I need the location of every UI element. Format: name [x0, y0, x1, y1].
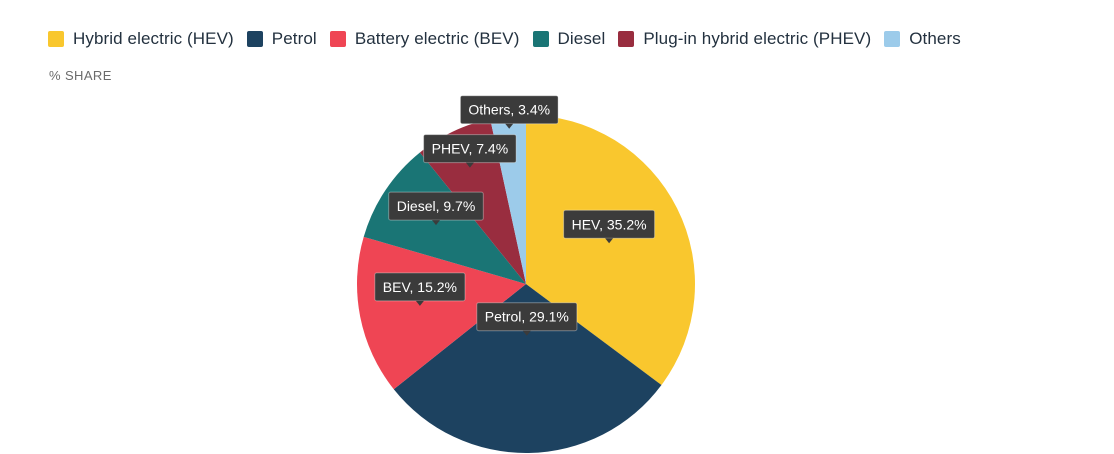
legend-item-battery-electric-bev[interactable]: Battery electric (BEV): [329, 29, 520, 49]
data-labels: HEV, 35.2% Petrol, 29.1% BEV, 15.2% Diesel,…: [374, 95, 656, 336]
data-label-pointer: [415, 300, 424, 306]
legend-label: Plug-in hybrid electric (PHEV): [643, 29, 872, 48]
data-label-text: Diesel, 9.7%: [397, 198, 476, 214]
data-label-battery-electric-bev: BEV, 15.2%: [374, 272, 466, 306]
legend-label: Others: [909, 29, 961, 48]
data-label-text: Petrol, 29.1%: [485, 309, 569, 325]
legend-label: Petrol: [271, 29, 317, 48]
legend-item-hybrid-electric-hev[interactable]: Hybrid electric (HEV): [48, 29, 234, 49]
legend-label: Battery electric (BEV): [354, 29, 520, 48]
legend-item-diesel[interactable]: Diesel: [532, 29, 606, 49]
legend-swatch: [884, 31, 901, 47]
legend-item-plug-in-hybrid-electric-phev[interactable]: Plug-in hybrid electric (PHEV): [618, 29, 871, 49]
legend-swatch: [618, 31, 635, 47]
data-label-text: Others, 3.4%: [468, 102, 550, 118]
legend-label: Hybrid electric (HEV): [73, 29, 234, 48]
pie-slice-petrol[interactable]: [393, 284, 662, 453]
legend-item-petrol[interactable]: Petrol: [246, 29, 317, 49]
legend-item-others[interactable]: Others: [884, 29, 961, 49]
data-label-petrol: Petrol, 29.1%: [476, 302, 578, 336]
data-label-pointer: [432, 220, 440, 226]
legend-swatch: [329, 31, 346, 47]
data-label-text: HEV, 35.2%: [572, 216, 647, 232]
legend-swatch: [246, 31, 263, 47]
data-label-pointer: [505, 123, 514, 129]
legend-swatch: [48, 31, 64, 47]
data-label-pointer: [522, 330, 531, 336]
legend: Hybrid electric (HEV) Petrol Battery elect…: [48, 28, 974, 50]
data-label-diesel: Diesel, 9.7%: [388, 191, 484, 226]
legend-label: Diesel: [557, 29, 606, 48]
unit-label: % SHARE: [49, 68, 112, 83]
data-label-plug-in-hybrid-electric-phev: PHEV, 7.4%: [423, 134, 517, 168]
legend-swatch: [532, 31, 549, 47]
pie-slice-hybrid-electric-hev[interactable]: [526, 115, 695, 386]
data-label-pointer: [605, 238, 614, 244]
data-label-text: PHEV, 7.4%: [432, 141, 509, 157]
data-label-pointer: [465, 162, 474, 168]
data-label-text: BEV, 15.2%: [383, 279, 457, 295]
data-label-hybrid-electric-hev: HEV, 35.2%: [563, 209, 656, 244]
data-label-others: Others, 3.4%: [459, 95, 559, 129]
